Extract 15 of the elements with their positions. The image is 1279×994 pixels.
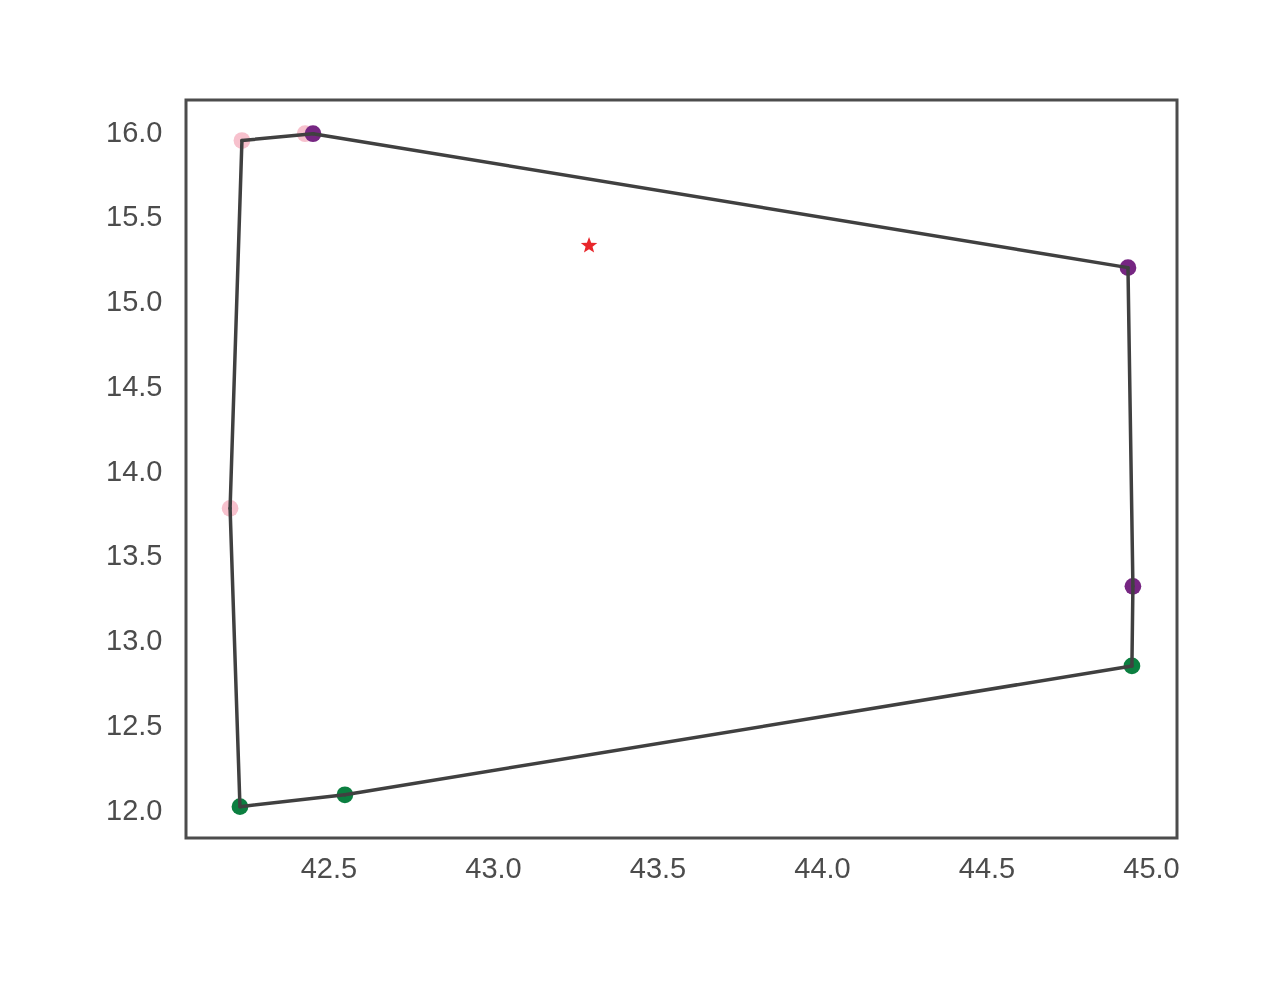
x-tick-label: 44.5 xyxy=(958,851,1016,884)
x-tick-label: 44.0 xyxy=(794,851,851,884)
y-tick-label: 14.5 xyxy=(106,369,163,402)
y-tick-label: 12.5 xyxy=(106,708,163,741)
x-tick-label: 43.0 xyxy=(465,851,522,884)
y-tick-label: 12.0 xyxy=(106,793,163,826)
x-tick-label: 42.5 xyxy=(300,851,358,884)
y-tick-label: 13.0 xyxy=(106,624,163,657)
y-tick-label: 15.5 xyxy=(106,200,163,233)
x-tick-label: 43.5 xyxy=(629,851,687,884)
y-tick-label: 14.0 xyxy=(106,454,163,487)
y-tick-label: 13.5 xyxy=(106,539,163,572)
y-tick-label: 15.0 xyxy=(106,285,163,318)
x-tick-label: 45.0 xyxy=(1123,851,1180,884)
y-tick-label: 16.0 xyxy=(106,115,163,148)
